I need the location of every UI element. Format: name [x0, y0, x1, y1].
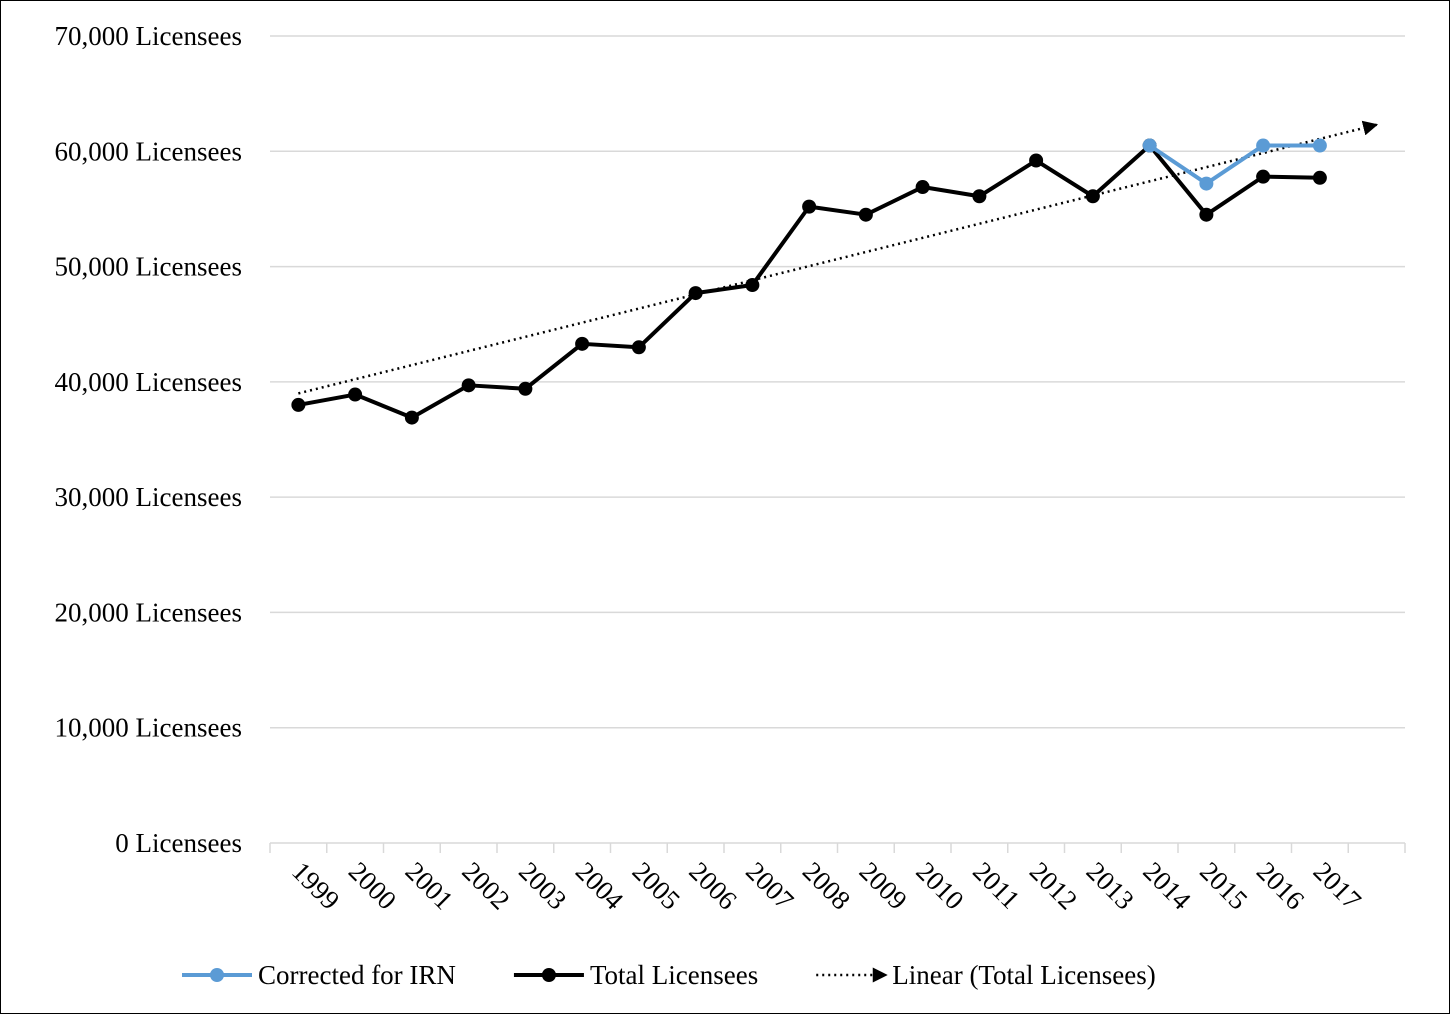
data-point [404, 410, 419, 425]
data-point [745, 278, 760, 293]
data-point [1199, 207, 1214, 222]
legend-marker [541, 968, 556, 982]
y-tick-label: 0 Licensees [115, 828, 242, 858]
data-point [631, 340, 646, 355]
y-tick-label: 40,000 Licensees [55, 367, 242, 397]
data-point [1312, 138, 1327, 153]
y-tick-label: 50,000 Licensees [55, 252, 242, 282]
data-point [518, 381, 533, 396]
data-point [1085, 189, 1100, 204]
data-point [348, 387, 363, 402]
data-point [1142, 138, 1157, 153]
data-point [1312, 170, 1327, 185]
data-point [858, 207, 873, 222]
data-point [802, 199, 817, 214]
data-point [972, 189, 987, 204]
data-point [461, 378, 476, 393]
data-point [915, 180, 930, 195]
legend-marker [210, 968, 224, 982]
y-tick-label: 30,000 Licensees [55, 482, 242, 512]
legend-label: Total Licensees [590, 960, 758, 990]
y-tick-label: 70,000 Licensees [55, 21, 242, 51]
data-point [1029, 153, 1044, 168]
data-point [688, 286, 703, 301]
data-point [1256, 138, 1271, 153]
legend-label: Corrected for IRN [258, 960, 456, 990]
legend-label: Linear (Total Licensees) [892, 960, 1155, 990]
y-tick-label: 60,000 Licensees [55, 136, 242, 166]
y-tick-label: 10,000 Licensees [55, 713, 242, 743]
data-point [575, 336, 590, 351]
data-point [1256, 169, 1271, 184]
series-line [1148, 143, 1320, 186]
data-point [291, 397, 306, 412]
data-point [1199, 176, 1214, 191]
y-tick-label: 20,000 Licensees [55, 597, 242, 627]
